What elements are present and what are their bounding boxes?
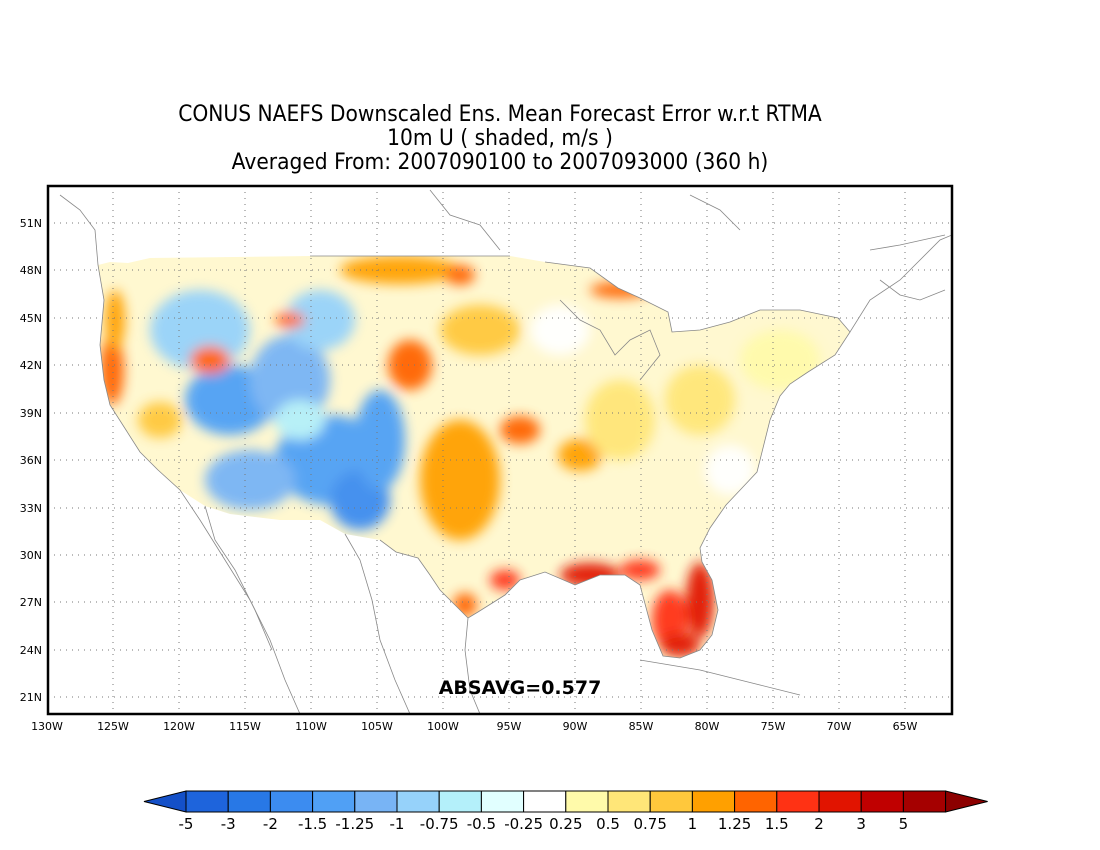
lon-label: 110W [295, 720, 327, 733]
colorbar-swatch [354, 790, 398, 813]
lon-label: 130W [31, 720, 63, 733]
colorbar-swatch [227, 790, 271, 813]
grid-lines [48, 186, 952, 714]
colorbar-swatch [480, 790, 525, 813]
colorbar-label: -1.5 [298, 815, 327, 833]
colorbar-label: -3 [221, 815, 236, 833]
lon-label: 120W [163, 720, 195, 733]
lat-label: 21N [20, 691, 42, 704]
colorbar-swatch [691, 790, 736, 813]
lon-label: 125W [97, 720, 129, 733]
colorbar-label: 3 [856, 815, 866, 833]
colorbar-swatch [607, 790, 651, 813]
colorbar-label: 1.25 [718, 815, 751, 833]
lat-label: 51N [20, 217, 42, 230]
colorbar-label: 0.75 [633, 815, 666, 833]
colorbar-low-arrow [143, 790, 187, 813]
colorbar-swatch [818, 790, 862, 813]
colorbar-label: 1.5 [765, 815, 789, 833]
colorbar-swatch [312, 790, 356, 813]
lon-label: 80W [695, 720, 720, 733]
colorbar-swatch [269, 790, 314, 813]
lat-label: 33N [20, 502, 42, 515]
lon-label: 115W [229, 720, 261, 733]
lat-label: 42N [20, 359, 42, 372]
colorbar-high-arrow [945, 790, 988, 813]
title-line-2: 10m U ( shaded, m/s ) [387, 126, 613, 151]
lat-label: 27N [20, 596, 42, 609]
lat-labels: 51N 48N 45N 42N 39N 36N 33N 30N 27N 24N … [20, 217, 42, 704]
lon-label: 75W [761, 720, 786, 733]
colorbar-label: -5 [179, 815, 194, 833]
lon-label: 65W [893, 720, 918, 733]
colorbar-swatch [776, 790, 820, 813]
colorbar-swatch [438, 790, 482, 813]
coastlines [59, 189, 952, 714]
colorbar-label: -2 [263, 815, 278, 833]
lon-labels: 130W 125W 120W 115W 110W 105W 100W 95W 9… [31, 720, 917, 733]
colorbar-label: -0.5 [467, 815, 496, 833]
lat-label: 48N [20, 264, 42, 277]
colorbar-swatch [860, 790, 904, 813]
colorbar-swatch [565, 790, 609, 813]
colorbar: -5 -3 -2 -1.5 -1.25 -1 -0.75 -0.5 -0.25 0.25 0.5 0.… [143, 790, 988, 833]
colorbar-label: -0.25 [504, 815, 543, 833]
title-line-3: Averaged From: 2007090100 to 2007093000 … [231, 150, 769, 175]
colorbar-label: 0.5 [596, 815, 620, 833]
colorbar-swatch [523, 790, 567, 813]
colorbar-label: 2 [814, 815, 824, 833]
colorbar-label: -0.75 [420, 815, 459, 833]
colorbar-label: 0.25 [549, 815, 582, 833]
colorbar-swatch [734, 790, 778, 813]
absavg-label: ABSAVG=0.577 [439, 677, 602, 699]
lat-label: 36N [20, 454, 42, 467]
title-line-1: CONUS NAEFS Downscaled Ens. Mean Forecas… [178, 102, 822, 127]
lon-label: 90W [563, 720, 588, 733]
lon-label: 100W [427, 720, 459, 733]
lat-label: 39N [20, 407, 42, 420]
colorbar-swatch [902, 790, 947, 813]
colorbar-swatch [185, 790, 229, 813]
colorbar-label: -1.25 [335, 815, 374, 833]
lon-label: 95W [497, 720, 522, 733]
map-frame-border [46, 184, 954, 716]
lon-label: 105W [361, 720, 393, 733]
lat-label: 45N [20, 312, 42, 325]
colorbar-label: -1 [390, 815, 405, 833]
colorbar-label: 1 [688, 815, 698, 833]
colorbar-swatch [396, 790, 440, 813]
colorbar-swatch [649, 790, 693, 813]
lon-label: 70W [827, 720, 852, 733]
lon-label: 85W [629, 720, 654, 733]
lat-label: 30N [20, 549, 42, 562]
lat-label: 24N [20, 644, 42, 657]
colorbar-label: 5 [899, 815, 909, 833]
